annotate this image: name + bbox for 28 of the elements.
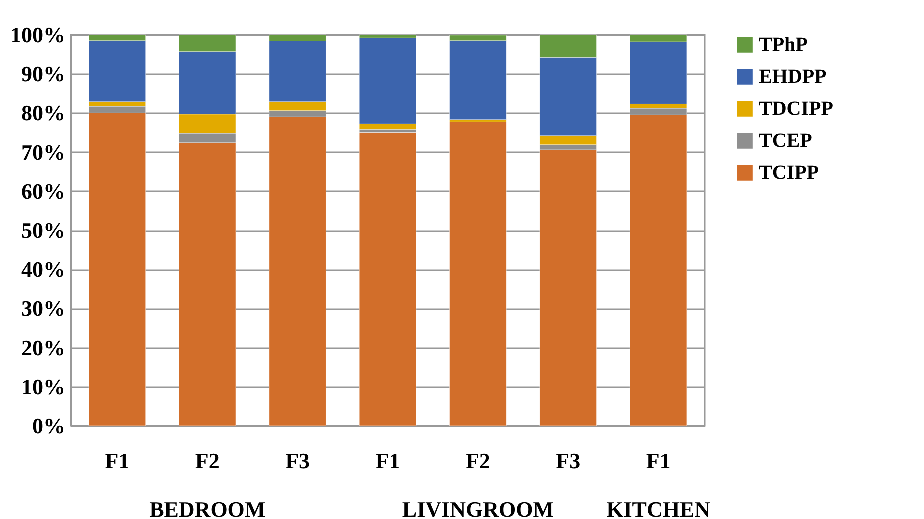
bar xyxy=(450,122,507,426)
y-tick-label: 60% xyxy=(22,178,66,204)
legend-label: TPhP xyxy=(759,34,808,56)
x-tick-label: F3 xyxy=(286,448,310,474)
text: BEDROOM xyxy=(150,497,266,519)
text: KITCHEN xyxy=(606,497,711,519)
x-tick-label: F1 xyxy=(646,448,671,474)
legend-label: EHDPP xyxy=(759,66,827,88)
y-tick-label: 10% xyxy=(22,374,66,400)
y-tick-label: 80% xyxy=(22,100,66,126)
x-tick-label: F1 xyxy=(376,448,400,474)
x-tick-label: F2 xyxy=(466,448,490,474)
legend-label: TDCIPP xyxy=(759,98,834,120)
x-tick-label: F2 xyxy=(195,448,220,474)
x-tick-label: F3 xyxy=(556,448,581,474)
legend-label: TCEP xyxy=(759,130,812,152)
y-tick-label: 30% xyxy=(22,296,66,322)
y-tick-label: 0% xyxy=(32,414,66,438)
y-tick-label: 100% xyxy=(10,22,66,48)
text: LIVINGROOM xyxy=(402,497,554,519)
y-tick-label: 70% xyxy=(22,140,66,165)
legend-label: TCIPP xyxy=(759,162,819,184)
x-tick-label: F1 xyxy=(105,448,130,474)
y-tick-label: 90% xyxy=(22,62,66,87)
y-tick-label: 50% xyxy=(22,218,66,243)
y-tick-label: 40% xyxy=(22,257,66,282)
y-tick-label: 20% xyxy=(22,335,66,360)
bar xyxy=(359,132,417,426)
